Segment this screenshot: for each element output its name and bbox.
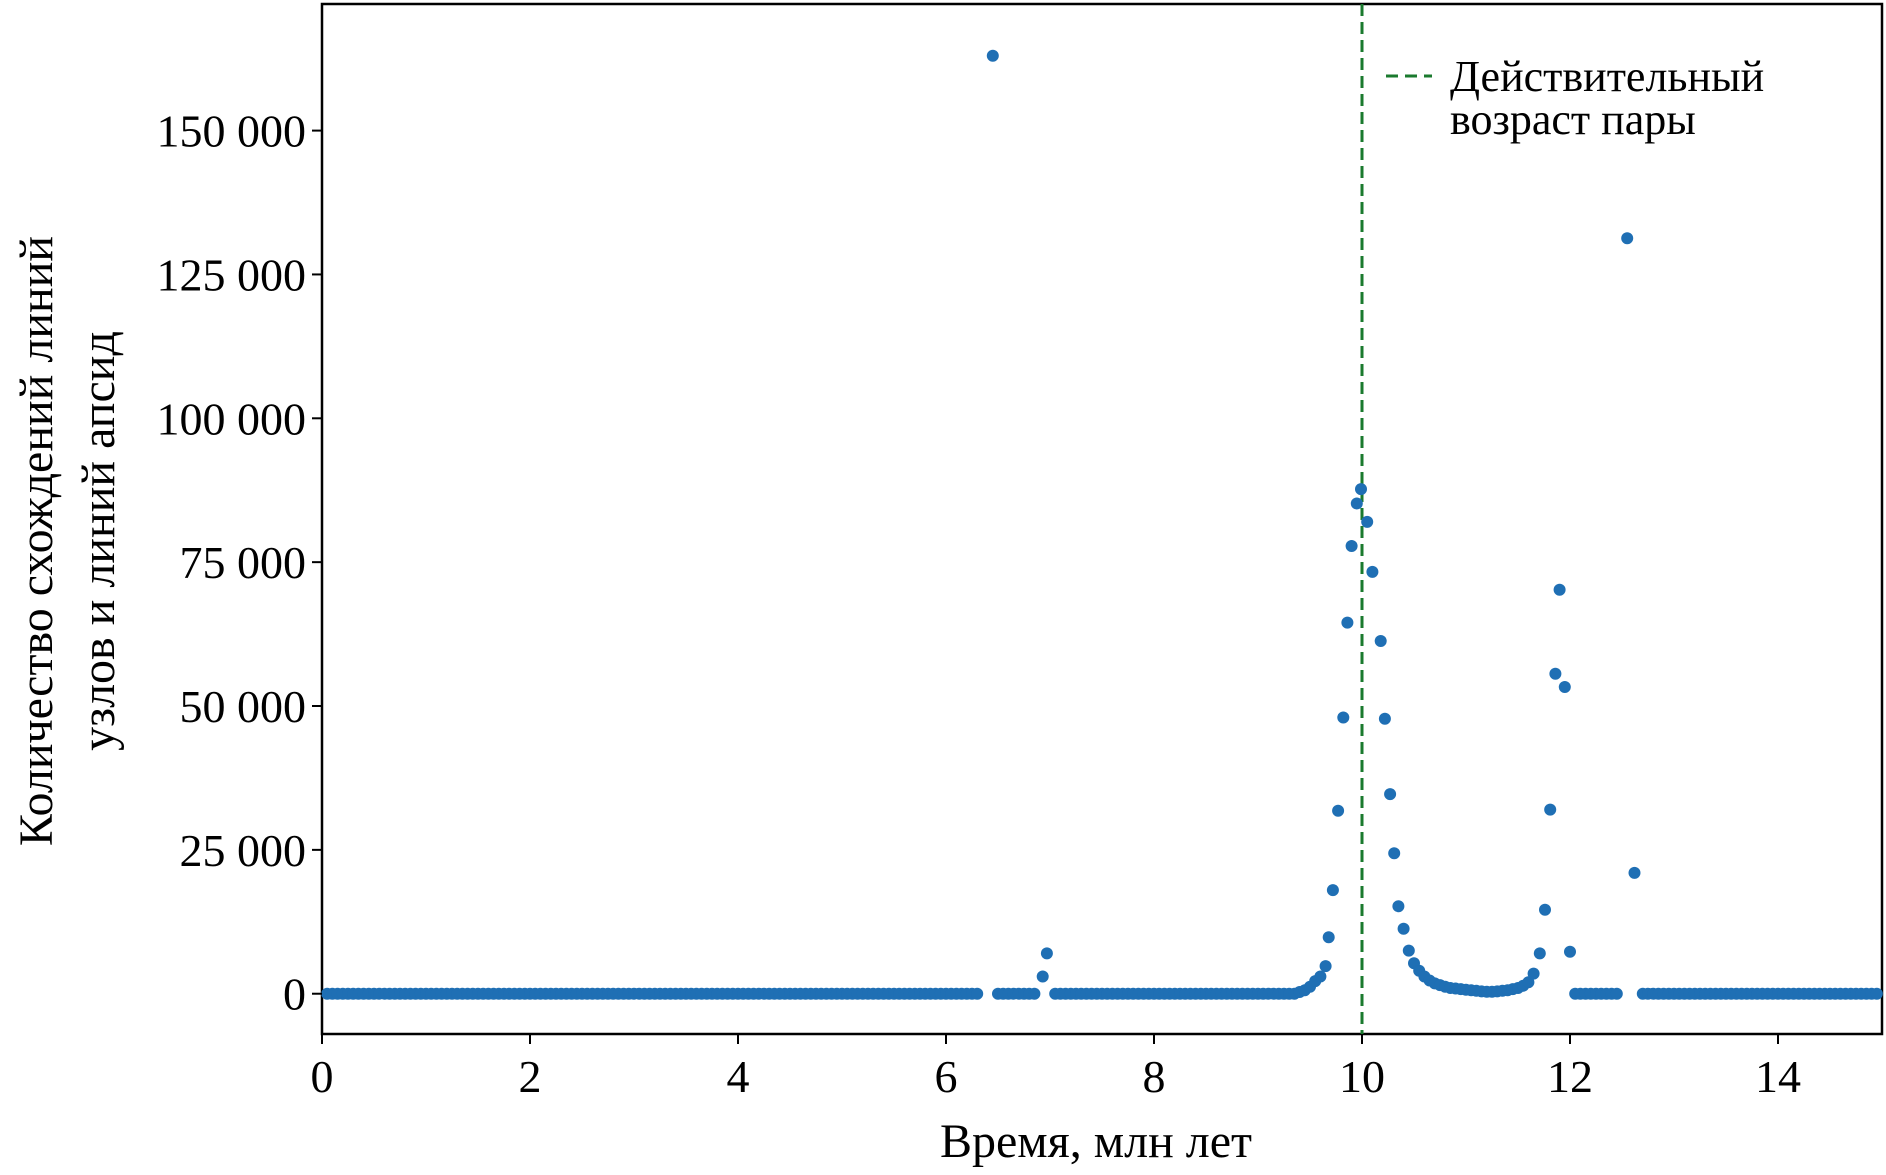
data-point (1326, 884, 1339, 897)
x-tick-label: 8 (1143, 1051, 1166, 1102)
y-tick-label: 50 000 (180, 681, 307, 732)
y-tick-label: 25 000 (180, 825, 307, 876)
data-point (1544, 803, 1557, 816)
data-point (1350, 497, 1363, 510)
legend-label-line1: Действительный (1450, 52, 1764, 101)
data-point (1361, 515, 1374, 528)
x-tick-label: 14 (1755, 1051, 1801, 1102)
data-point (1384, 788, 1397, 801)
data-point (1564, 945, 1576, 958)
data-point (971, 987, 984, 1000)
y-axis-title-line1: Количество схождений линий (10, 236, 63, 846)
x-tick-label: 10 (1339, 1051, 1385, 1102)
plot-area (320, 2, 1884, 1036)
data-point (1319, 960, 1332, 973)
data-point (1621, 232, 1634, 245)
y-tick-label: 100 000 (157, 393, 307, 444)
data-point (1539, 903, 1551, 916)
data-points (321, 49, 1883, 1000)
y-tick-label: 150 000 (157, 106, 307, 157)
legend: Действительный возраст пары (1386, 52, 1764, 144)
legend-label-line2: возраст пары (1450, 95, 1696, 144)
x-tick-label: 0 (311, 1051, 334, 1102)
y-tick-label: 0 (283, 969, 306, 1020)
data-point (1549, 667, 1562, 680)
data-point (1040, 947, 1053, 960)
data-point (1610, 987, 1623, 1000)
y-axis-title-line2: узлов и линий апсид (72, 331, 125, 751)
axes-frame (320, 2, 1884, 1036)
y-tick-label: 75 000 (180, 537, 307, 588)
data-point (1533, 947, 1546, 960)
data-point (1522, 976, 1535, 989)
x-axis-title: Время, млн лет (940, 1115, 1252, 1168)
x-axis-ticks: 0 2 4 6 8 10 12 14 (311, 1034, 1801, 1102)
data-point (1374, 635, 1387, 647)
data-point (1553, 583, 1566, 596)
data-point (1558, 681, 1571, 693)
data-point (1314, 970, 1327, 983)
y-tick-label: 125 000 (157, 249, 307, 300)
data-point (1628, 866, 1641, 879)
data-point (1397, 922, 1410, 935)
data-point (1366, 565, 1379, 578)
data-point (1345, 540, 1358, 552)
data-point (1870, 987, 1883, 1000)
data-point (1036, 970, 1049, 983)
data-point (1388, 847, 1401, 860)
data-point (1527, 967, 1540, 980)
x-tick-label: 6 (935, 1051, 958, 1102)
data-point (1392, 900, 1405, 913)
data-point (1332, 804, 1345, 817)
data-point (1402, 944, 1415, 957)
x-tick-label: 2 (519, 1051, 542, 1102)
data-point (1322, 931, 1335, 944)
y-axis-ticks: 0 25 000 50 000 75 000 100 000 125 000 150 000 (157, 106, 322, 1020)
data-point (986, 49, 999, 62)
x-tick-label: 4 (727, 1051, 750, 1102)
data-point (1337, 711, 1350, 724)
x-tick-label: 12 (1547, 1051, 1593, 1102)
data-point (1355, 483, 1367, 496)
data-point (1028, 987, 1041, 1000)
data-point (1378, 712, 1391, 725)
data-point (1341, 616, 1354, 629)
